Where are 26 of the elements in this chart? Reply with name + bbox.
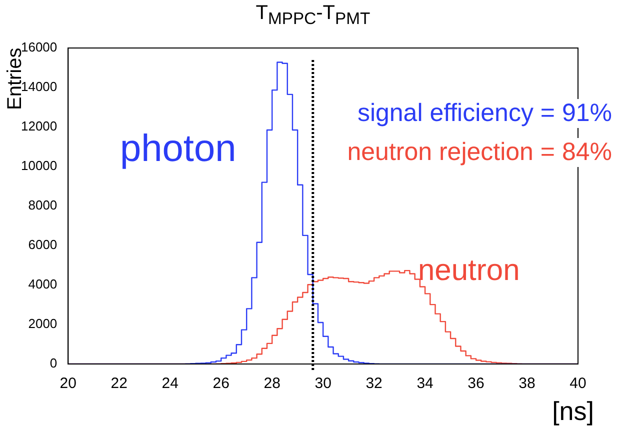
y-tick-label: 2000 (28, 316, 58, 332)
y-tick-label: 0 (50, 356, 58, 371)
x-axis-title: [ns] (552, 396, 594, 427)
x-tick-label: 38 (518, 375, 536, 392)
y-tick-label: 16000 (20, 40, 58, 55)
x-tick-label: 30 (314, 375, 332, 392)
annotation: signal efficiency = 91% (355, 99, 614, 128)
x-tick-label: 22 (110, 375, 128, 392)
series-label: photon (120, 128, 236, 171)
annotation: neutron rejection = 84% (345, 138, 614, 167)
x-tick-label: 34 (416, 375, 434, 392)
y-tick-label: 8000 (28, 198, 58, 213)
y-tick-label: 4000 (28, 276, 58, 292)
y-tick-label: 12000 (20, 118, 58, 134)
chart-title: T$_{MPPC}$-T$_{PMT}$ (254, 2, 372, 29)
series-label: neutron (418, 254, 520, 288)
x-tick-label: 26 (212, 375, 230, 392)
x-tick-label: 28 (264, 375, 280, 392)
x-tick-label: 24 (162, 375, 178, 392)
y-tick-label: 14000 (20, 79, 58, 94)
y-tick-label: 10000 (20, 158, 58, 174)
x-tick-label: 32 (366, 375, 382, 392)
x-tick-label: 36 (468, 375, 484, 392)
x-tick-label: 40 (570, 375, 586, 392)
y-tick-label: 6000 (28, 237, 58, 252)
x-tick-label: 20 (60, 375, 76, 392)
